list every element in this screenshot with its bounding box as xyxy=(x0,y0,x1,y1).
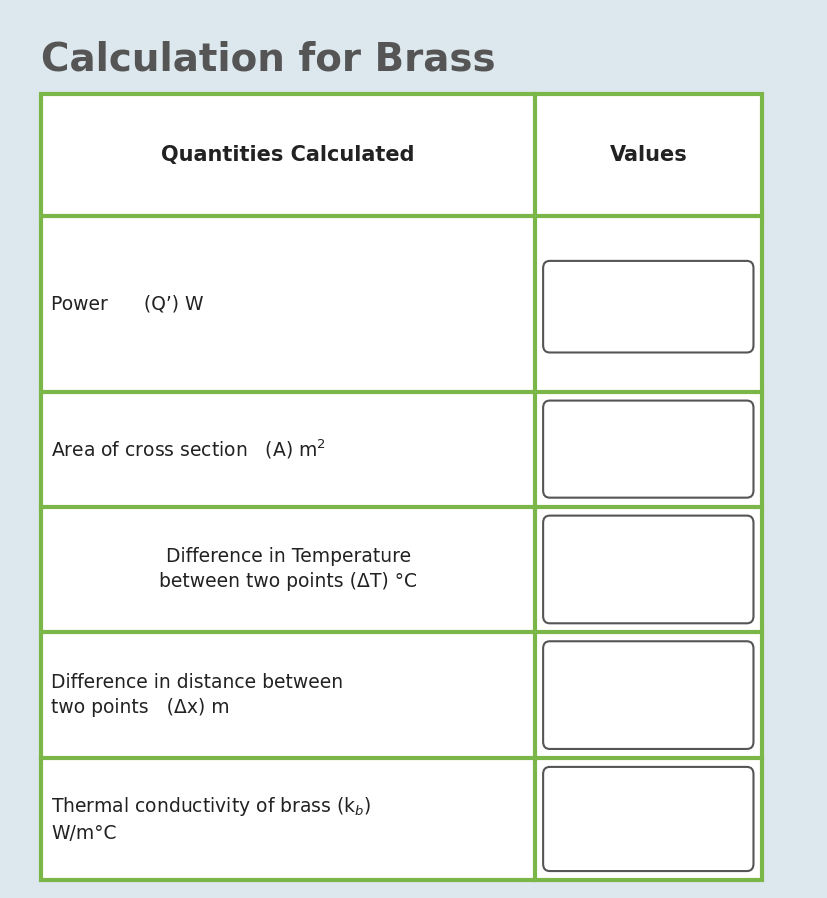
FancyBboxPatch shape xyxy=(543,641,753,749)
Text: Difference in Temperature
between two points (ΔT) °C: Difference in Temperature between two po… xyxy=(159,548,417,592)
FancyBboxPatch shape xyxy=(543,261,753,353)
FancyBboxPatch shape xyxy=(543,401,753,497)
Text: Difference in distance between
two points   (Δx) m: Difference in distance between two point… xyxy=(51,674,343,718)
FancyBboxPatch shape xyxy=(543,767,753,871)
Text: Area of cross section   (A) m$^2$: Area of cross section (A) m$^2$ xyxy=(51,437,326,461)
Text: Values: Values xyxy=(609,145,686,165)
Text: Quantities Calculated: Quantities Calculated xyxy=(161,145,414,165)
FancyBboxPatch shape xyxy=(543,515,753,623)
Text: Calculation for Brass: Calculation for Brass xyxy=(41,40,495,78)
Text: Power      (Q’) W: Power (Q’) W xyxy=(51,295,203,313)
Text: Thermal conductivity of brass (k$_b$)
W/m°C: Thermal conductivity of brass (k$_b$) W/… xyxy=(51,795,371,843)
